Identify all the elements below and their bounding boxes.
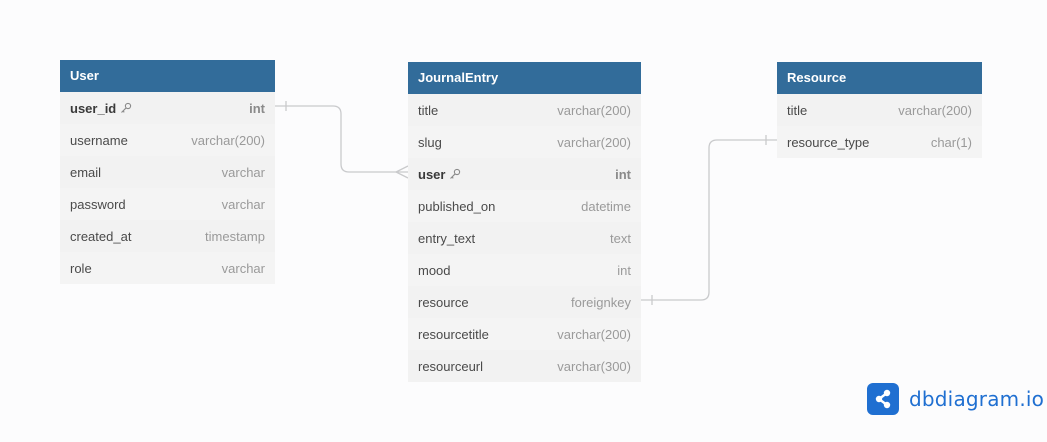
logo-text: dbdiagram.io xyxy=(909,387,1045,411)
field-type: text xyxy=(610,230,631,246)
field-row-user[interactable]: user int xyxy=(408,158,641,190)
field-name: entry_text xyxy=(418,231,475,246)
relationship-line-user-journalentry xyxy=(275,105,408,173)
field-row-role[interactable]: role varchar xyxy=(60,252,275,284)
field-name: user_id xyxy=(70,101,132,116)
field-row-published-on[interactable]: published_on datetime xyxy=(408,190,641,222)
field-row-email[interactable]: email varchar xyxy=(60,156,275,188)
field-row-resource-type[interactable]: resource_type char(1) xyxy=(777,126,982,158)
field-type: varchar(300) xyxy=(557,358,631,374)
dbdiagram-logo[interactable]: dbdiagram.io xyxy=(867,383,1044,415)
field-row-created-at[interactable]: created_at timestamp xyxy=(60,220,275,252)
field-name: email xyxy=(70,165,101,180)
field-row-entry-text[interactable]: entry_text text xyxy=(408,222,641,254)
field-type: varchar(200) xyxy=(898,102,972,118)
table-header[interactable]: User xyxy=(60,60,275,92)
field-type: varchar(200) xyxy=(557,134,631,150)
field-name: mood xyxy=(418,263,451,278)
field-type: char(1) xyxy=(930,134,972,150)
table-resource[interactable]: Resource title varchar(200) resource_type c… xyxy=(777,62,982,158)
field-name: resourceurl xyxy=(418,359,483,374)
field-name-text: username xyxy=(70,132,128,148)
field-type: int xyxy=(249,100,265,116)
field-name-text: user_id xyxy=(70,100,117,116)
field-row-resourcetitle[interactable]: resourcetitle varchar(200) xyxy=(408,318,641,350)
field-list: title varchar(200) resource_type char(1) xyxy=(777,94,982,158)
field-type: varchar(200) xyxy=(557,102,631,118)
field-type: timestamp xyxy=(205,228,265,244)
field-row-title[interactable]: title varchar(200) xyxy=(777,94,982,126)
field-name: title xyxy=(418,103,438,118)
field-row-password[interactable]: password varchar xyxy=(60,188,275,220)
field-type: varchar(200) xyxy=(191,132,265,148)
field-name: slug xyxy=(418,135,442,150)
field-row-user-id[interactable]: user_id int xyxy=(60,92,275,124)
field-name-text: title xyxy=(787,102,808,118)
table-header[interactable]: Resource xyxy=(777,62,982,94)
field-name-text: mood xyxy=(418,262,451,278)
field-name: resourcetitle xyxy=(418,327,489,342)
table-journalentry[interactable]: JournalEntry title varchar(200) slug varcha… xyxy=(408,62,641,382)
field-name: resource_type xyxy=(787,135,869,150)
field-type: int xyxy=(615,166,631,182)
field-name-text: resource_type xyxy=(787,134,870,150)
field-name: role xyxy=(70,261,92,276)
key-icon xyxy=(120,102,132,114)
field-name-text: slug xyxy=(418,134,442,150)
field-type: foreignkey xyxy=(571,294,631,310)
field-name: username xyxy=(70,133,128,148)
table-user[interactable]: User user_id int username varchar(200) email… xyxy=(60,60,275,284)
field-name-text: title xyxy=(418,102,439,118)
field-type: varchar(200) xyxy=(557,326,631,342)
field-row-username[interactable]: username varchar(200) xyxy=(60,124,275,156)
table-header[interactable]: JournalEntry xyxy=(408,62,641,94)
field-name-text: created_at xyxy=(70,228,132,244)
field-name-text: entry_text xyxy=(418,230,476,246)
field-name: title xyxy=(787,103,807,118)
share-nodes-icon xyxy=(867,383,899,415)
field-name: published_on xyxy=(418,199,495,214)
field-name-text: password xyxy=(70,196,126,212)
field-name-text: resourceurl xyxy=(418,358,484,374)
field-type: datetime xyxy=(581,198,631,214)
relationship-line-journalentry-resource xyxy=(641,139,777,301)
field-name-text: resourcetitle xyxy=(418,326,489,342)
field-type: varchar xyxy=(221,164,265,180)
field-list: user_id int username varchar(200) email varch… xyxy=(60,92,275,284)
field-list: title varchar(200) slug varchar(200) user int… xyxy=(408,94,641,382)
field-row-slug[interactable]: slug varchar(200) xyxy=(408,126,641,158)
field-name: password xyxy=(70,197,126,212)
field-row-resourceurl[interactable]: resourceurl varchar(300) xyxy=(408,350,641,382)
field-name-text: resource xyxy=(418,294,469,310)
field-name-text: user xyxy=(418,166,446,182)
key-icon xyxy=(449,168,461,180)
field-name: created_at xyxy=(70,229,131,244)
field-name-text: published_on xyxy=(418,198,496,214)
field-name-text: email xyxy=(70,164,102,180)
field-row-resource[interactable]: resource foreignkey xyxy=(408,286,641,318)
field-row-title[interactable]: title varchar(200) xyxy=(408,94,641,126)
field-name: resource xyxy=(418,295,469,310)
field-name-text: role xyxy=(70,260,92,276)
field-row-mood[interactable]: mood int xyxy=(408,254,641,286)
field-type: varchar xyxy=(221,196,265,212)
field-name: user xyxy=(418,167,461,182)
many-end-marker xyxy=(394,165,409,179)
field-type: int xyxy=(617,262,631,278)
field-type: varchar xyxy=(221,260,265,276)
